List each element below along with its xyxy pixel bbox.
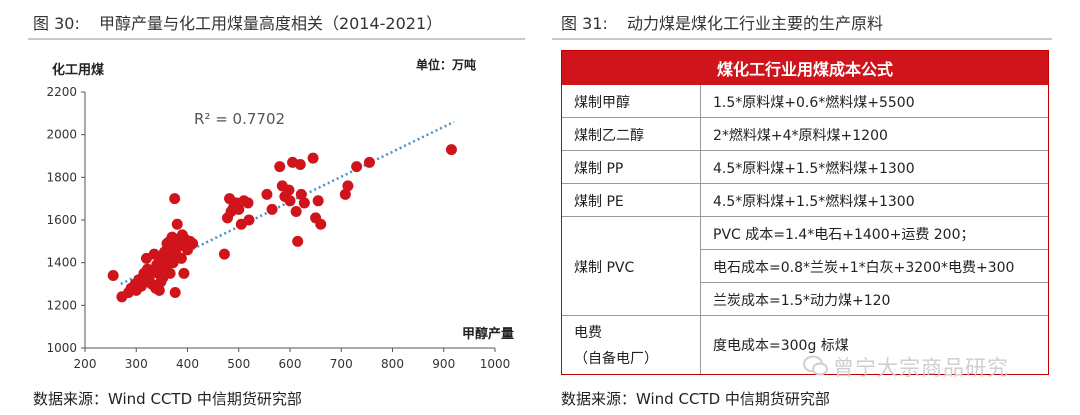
- left-figure-title: 甲醇产量与化工用煤量高度相关（2014-2021）: [98, 14, 443, 33]
- table-sub-divider: [700, 249, 1048, 250]
- y-tick-label: 2200: [46, 85, 77, 99]
- scatter-point: [169, 193, 181, 205]
- table-row-divider: [562, 216, 1048, 217]
- table-row-divider: [562, 117, 1048, 118]
- scatter-point: [312, 195, 324, 207]
- scatter-point: [295, 188, 307, 200]
- watermark-text: 曾宁大宗商品研究: [833, 356, 1009, 380]
- y-tick-label: 1800: [46, 170, 77, 184]
- scatter-point: [107, 269, 119, 281]
- scatter-point: [164, 267, 176, 279]
- scatter-point: [266, 203, 278, 215]
- scatter-point: [445, 144, 457, 156]
- scatter-point: [298, 197, 310, 209]
- scatter-point: [169, 287, 181, 299]
- scatter-point: [339, 188, 351, 200]
- table-row-divider: [562, 183, 1048, 184]
- scatter-point: [290, 205, 302, 217]
- scatter-point: [284, 195, 296, 207]
- scatter-point: [171, 218, 183, 230]
- scatter-point: [283, 184, 295, 196]
- scatter-point: [233, 203, 245, 215]
- scatter-point: [261, 188, 273, 200]
- y-tick-label: 2000: [46, 128, 77, 142]
- scatter-point: [148, 248, 160, 260]
- scatter-point: [170, 235, 182, 247]
- x-tick-label: 900: [432, 357, 455, 371]
- table-sub-divider: [700, 282, 1048, 283]
- y-tick-label: 1400: [46, 256, 77, 270]
- y-axis-title: 化工用煤: [52, 62, 104, 78]
- power-label-line1: 电费: [574, 325, 602, 341]
- left-caption-rule: [28, 38, 525, 40]
- table-row-divider: [562, 315, 1048, 316]
- right-caption-rule: [552, 38, 1052, 40]
- scatter-point: [153, 284, 165, 296]
- scatter-point: [307, 152, 319, 164]
- cost-formula-table: 煤化工行业用煤成本公式 煤制甲醇 1.5*原料煤+0.6*燃料煤+5500 煤制…: [561, 50, 1049, 375]
- y-tick-label: 1200: [46, 298, 77, 312]
- scatter-point: [351, 161, 363, 173]
- scatter-point: [294, 159, 306, 171]
- scatter-point: [242, 197, 254, 209]
- x-tick-label: 1000: [480, 357, 511, 371]
- power-label-line2: （自备电厂）: [574, 351, 658, 367]
- y-tick-label: 1600: [46, 213, 77, 227]
- x-tick-label: 800: [381, 357, 404, 371]
- row-formula-pvc-1: PVC 成本=1.4*电石+1400+运费 200；: [713, 226, 975, 243]
- row-formula-pe: 4.5*原料煤+1.5*燃料煤+1300: [713, 193, 915, 210]
- table-title: 煤化工行业用煤成本公式: [562, 51, 1048, 85]
- row-label-power: 电费 （自备电厂）: [562, 316, 700, 374]
- row-formula-power: 度电成本=300g 标煤: [713, 338, 849, 354]
- unit-label: 单位：万吨: [416, 57, 476, 72]
- y-tick-label: 1000: [46, 341, 77, 355]
- scatter-point: [342, 180, 354, 192]
- right-source-note: 数据来源：Wind CCTD 中信期货研究部: [561, 390, 830, 408]
- scatter-point: [175, 252, 187, 264]
- scatter-point: [178, 267, 190, 279]
- row-label-glycol: 煤制乙二醇: [574, 127, 644, 144]
- scatter-point: [167, 257, 179, 269]
- row-label-pvc: 煤制 PVC: [574, 259, 635, 276]
- x-tick-label: 700: [330, 357, 353, 371]
- r-squared-label: R² = 0.7702: [194, 110, 285, 128]
- row-formula-glycol: 2*燃料煤+4*原料煤+1200: [713, 127, 888, 144]
- scatter-point: [292, 235, 304, 247]
- row-formula-pp: 4.5*原料煤+1.5*燃料煤+1300: [713, 160, 915, 177]
- row-label-pp: 煤制 PP: [574, 160, 624, 177]
- x-tick-label: 400: [176, 357, 199, 371]
- row-formula-pvc-3: 兰炭成本=1.5*动力煤+120: [713, 292, 891, 309]
- right-figure-caption: 图 31: 动力煤是煤化工行业主要的生产原料: [561, 10, 883, 34]
- left-figure-number: 图 30:: [33, 14, 80, 33]
- scatter-point: [274, 161, 286, 173]
- right-figure-number: 图 31:: [561, 14, 608, 33]
- x-tick-label: 300: [125, 357, 148, 371]
- left-figure-caption: 图 30: 甲醇产量与化工用煤量高度相关（2014-2021）: [33, 10, 442, 34]
- right-figure-title: 动力煤是煤化工行业主要的生产原料: [626, 14, 883, 33]
- x-axis-title: 甲醇产量: [462, 326, 514, 342]
- scatter-chart: 1000 1200 1400 1600 1800 2000 2200 200 300 400 50…: [46, 57, 514, 371]
- row-label-pe: 煤制 PE: [574, 193, 624, 210]
- x-tick-label: 500: [227, 357, 250, 371]
- scatter-point: [363, 156, 375, 168]
- wechat-icon: [803, 355, 828, 376]
- scatter-point: [243, 214, 255, 226]
- table-row-divider: [562, 150, 1048, 151]
- left-source-note: 数据来源：Wind CCTD 中信期货研究部: [33, 390, 302, 408]
- row-formula-methanol: 1.5*原料煤+0.6*燃料煤+5500: [713, 94, 915, 111]
- table-column-divider: [700, 85, 701, 374]
- x-tick-label: 600: [279, 357, 302, 371]
- scatter-point: [187, 237, 199, 249]
- row-label-methanol: 煤制甲醇: [574, 94, 630, 111]
- scatter-point: [218, 248, 230, 260]
- scatter-point: [315, 218, 327, 230]
- x-tick-label: 200: [74, 357, 97, 371]
- row-formula-pvc-2: 电石成本=0.8*兰炭+1*白灰+3200*电费+300: [713, 259, 1015, 276]
